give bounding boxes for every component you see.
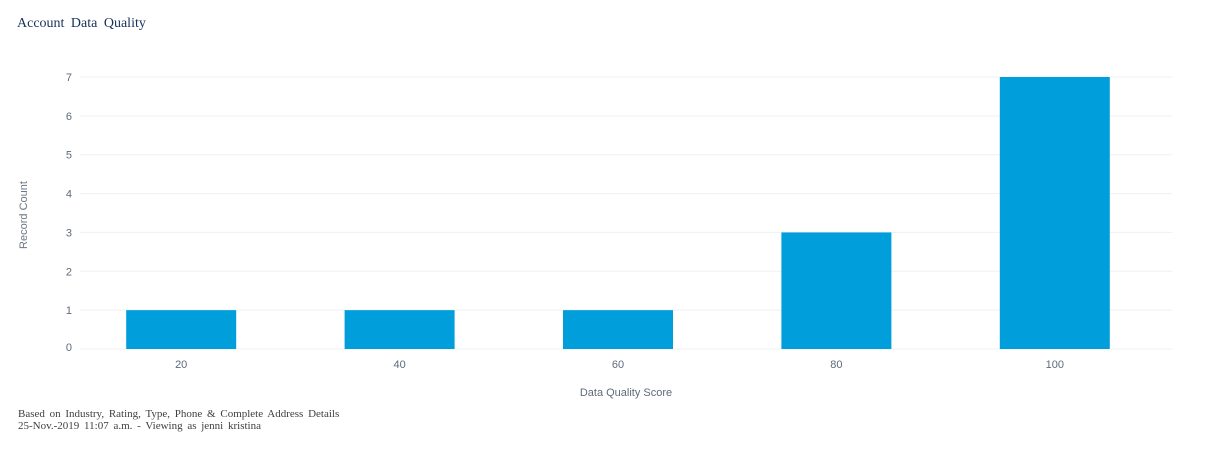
x-tick-label: 20	[175, 359, 187, 371]
report-footer: Based on Industry, Rating, Type, Phone &…	[18, 408, 339, 432]
bar[interactable]	[999, 77, 1110, 349]
y-tick-label: 3	[66, 227, 72, 239]
x-tick-label: 100	[1046, 359, 1064, 371]
bar[interactable]	[344, 310, 455, 349]
y-tick-label: 4	[66, 189, 72, 201]
y-axis-title: Record Count	[18, 181, 30, 249]
bar[interactable]	[126, 310, 237, 349]
y-tick-label: 2	[66, 266, 72, 278]
y-tick-label: 5	[66, 150, 72, 162]
y-tick-label: 1	[66, 305, 72, 317]
bar[interactable]	[563, 310, 673, 349]
y-axis-ticks: 0 1 2 3 4 5 6 7	[66, 72, 72, 354]
y-tick-label: 7	[66, 72, 72, 84]
footer-filter-note: Based on Industry, Rating, Type, Phone &…	[18, 408, 340, 420]
bar[interactable]	[781, 232, 892, 349]
y-tick-label: 6	[66, 111, 72, 123]
x-tick-label: 60	[612, 359, 624, 371]
x-tick-label: 80	[830, 359, 842, 371]
bars	[126, 77, 1110, 349]
x-axis-title: Data Quality Score	[580, 387, 672, 399]
y-tick-label: 0	[66, 342, 72, 354]
footer-timestamp: 25-Nov.-2019 11:07 a.m. - Viewing as jen…	[18, 420, 261, 432]
x-tick-label: 40	[393, 359, 405, 371]
x-axis-ticks: 20 40 60 80 100	[175, 359, 1064, 371]
report-title: Account Data Quality	[17, 16, 146, 31]
